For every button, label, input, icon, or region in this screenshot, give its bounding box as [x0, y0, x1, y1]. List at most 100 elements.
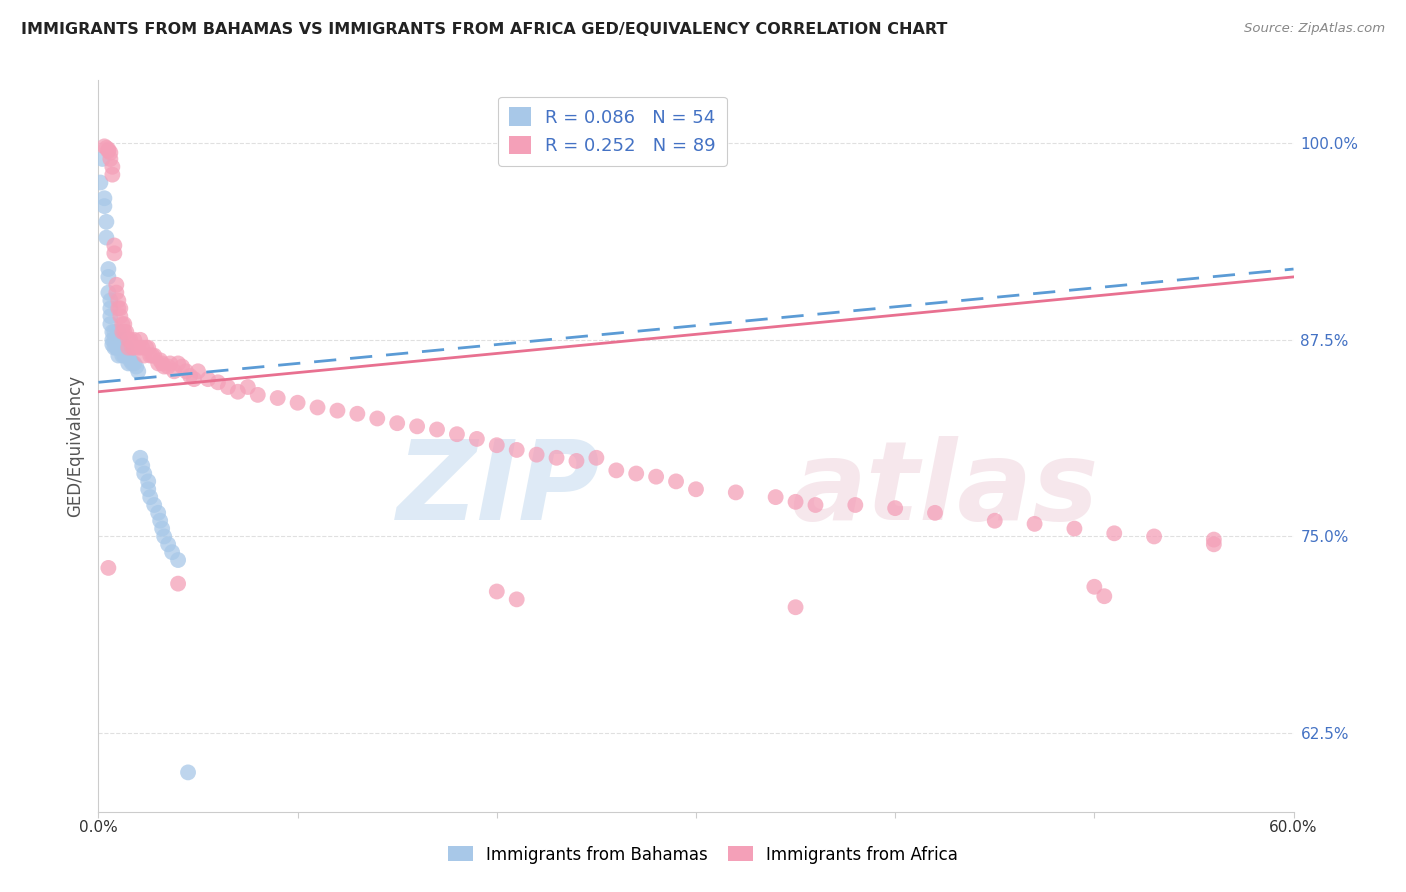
- Point: [150, 522, 173, 536]
- Point: [179, 369, 201, 384]
- Point: [143, 498, 166, 512]
- Point: [160, 545, 183, 559]
- Point: [197, 372, 219, 386]
- Point: [120, 333, 142, 347]
- Point: [112, 325, 135, 339]
- Point: [134, 349, 156, 363]
- Point: [124, 341, 146, 355]
- Point: [105, 285, 128, 300]
- Point: [103, 341, 125, 355]
- Point: [107, 293, 129, 308]
- Point: [136, 482, 159, 496]
- Point: [103, 246, 125, 260]
- Point: [526, 448, 548, 462]
- Point: [626, 467, 648, 481]
- Point: [1083, 580, 1105, 594]
- Point: [121, 341, 143, 355]
- Point: [804, 498, 827, 512]
- Point: [765, 490, 787, 504]
- Point: [110, 333, 132, 347]
- Point: [115, 325, 138, 339]
- Point: [134, 467, 156, 481]
- Point: [93, 139, 115, 153]
- Point: [93, 191, 115, 205]
- Point: [226, 384, 249, 399]
- Point: [139, 349, 162, 363]
- Point: [183, 372, 205, 386]
- Point: [117, 333, 139, 347]
- Point: [101, 168, 124, 182]
- Point: [785, 495, 807, 509]
- Point: [685, 482, 707, 496]
- Text: IMMIGRANTS FROM BAHAMAS VS IMMIGRANTS FROM AFRICA GED/EQUIVALENCY CORRELATION CH: IMMIGRANTS FROM BAHAMAS VS IMMIGRANTS FR…: [21, 22, 948, 37]
- Point: [1024, 516, 1046, 531]
- Point: [724, 485, 747, 500]
- Point: [135, 341, 157, 355]
- Point: [1202, 537, 1225, 551]
- Point: [105, 333, 128, 347]
- Point: [103, 238, 125, 252]
- Point: [124, 333, 146, 347]
- Point: [120, 353, 142, 368]
- Point: [97, 144, 120, 158]
- Point: [115, 341, 138, 355]
- Point: [148, 506, 170, 520]
- Point: [111, 325, 134, 339]
- Point: [177, 765, 200, 780]
- Point: [117, 356, 139, 370]
- Point: [924, 506, 946, 520]
- Point: [98, 310, 122, 324]
- Point: [446, 427, 468, 442]
- Point: [110, 341, 132, 355]
- Point: [585, 450, 607, 465]
- Point: [187, 364, 209, 378]
- Point: [163, 364, 186, 378]
- Point: [136, 475, 159, 489]
- Point: [98, 317, 122, 331]
- Point: [1143, 529, 1166, 543]
- Point: [97, 262, 120, 277]
- Point: [157, 537, 180, 551]
- Point: [131, 458, 153, 473]
- Point: [172, 359, 194, 374]
- Point: [111, 317, 134, 331]
- Point: [217, 380, 239, 394]
- Point: [785, 600, 807, 615]
- Point: [98, 152, 122, 166]
- Point: [127, 364, 149, 378]
- Point: [107, 301, 129, 316]
- Point: [167, 356, 190, 370]
- Text: Source: ZipAtlas.com: Source: ZipAtlas.com: [1244, 22, 1385, 36]
- Point: [143, 349, 166, 363]
- Text: atlas: atlas: [792, 436, 1099, 543]
- Point: [103, 333, 125, 347]
- Point: [107, 341, 129, 355]
- Point: [287, 396, 309, 410]
- Point: [93, 199, 115, 213]
- Point: [107, 349, 129, 363]
- Point: [101, 337, 124, 351]
- Point: [844, 498, 866, 512]
- Point: [111, 349, 134, 363]
- Text: 0.0%: 0.0%: [79, 820, 118, 835]
- Point: [426, 422, 449, 436]
- Point: [149, 353, 172, 368]
- Point: [112, 349, 135, 363]
- Point: [141, 349, 163, 363]
- Legend: R = 0.086   N = 54, R = 0.252   N = 89: R = 0.086 N = 54, R = 0.252 N = 89: [498, 96, 727, 166]
- Point: [89, 176, 111, 190]
- Point: [136, 341, 159, 355]
- Point: [98, 145, 122, 160]
- Point: [97, 561, 120, 575]
- Point: [96, 215, 118, 229]
- Legend: Immigrants from Bahamas, Immigrants from Africa: Immigrants from Bahamas, Immigrants from…: [441, 839, 965, 871]
- Point: [131, 341, 153, 355]
- Point: [984, 514, 1007, 528]
- Point: [207, 376, 229, 390]
- Point: [346, 407, 368, 421]
- Point: [101, 325, 124, 339]
- Point: [236, 380, 259, 394]
- Point: [1104, 526, 1126, 541]
- Point: [153, 359, 176, 374]
- Point: [121, 356, 143, 370]
